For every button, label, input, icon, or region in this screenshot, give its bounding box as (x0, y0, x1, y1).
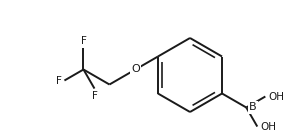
Text: OH: OH (268, 91, 284, 102)
Text: O: O (131, 65, 140, 74)
Text: F: F (56, 76, 61, 86)
Text: F: F (92, 91, 98, 101)
Text: F: F (81, 36, 86, 46)
Text: B: B (249, 103, 257, 112)
Text: OH: OH (260, 122, 276, 132)
